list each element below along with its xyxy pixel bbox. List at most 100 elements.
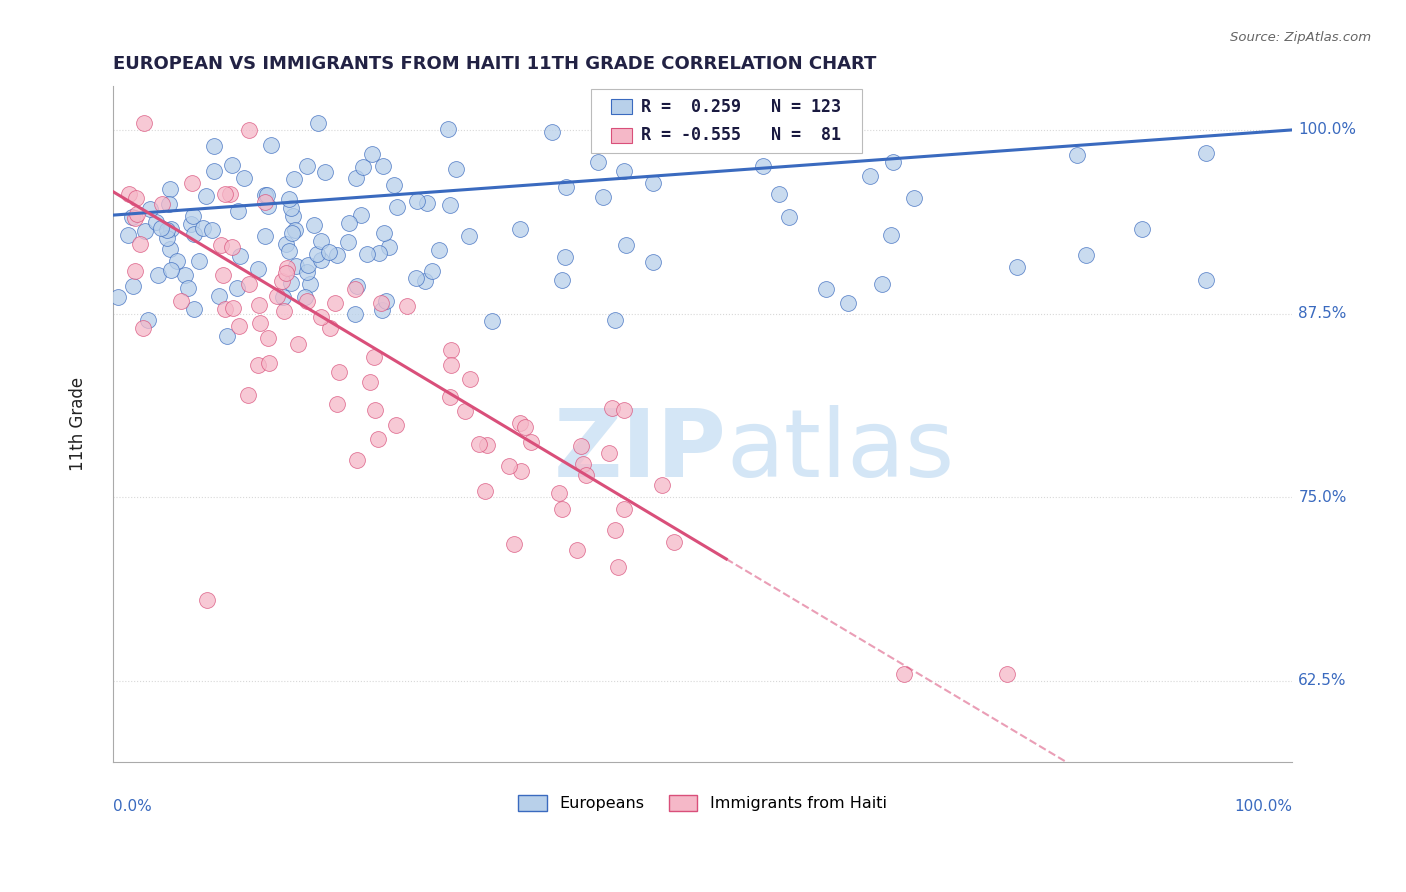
Point [444, 162, 467, 177]
Point [307, 246, 329, 260]
Point [550, 501, 572, 516]
Point [606, 560, 628, 574]
Point [117, 227, 139, 242]
Point [139, 202, 162, 216]
Point [247, 298, 270, 312]
Point [1066, 147, 1088, 161]
Point [415, 196, 437, 211]
Point [586, 155, 609, 169]
Point [367, 245, 389, 260]
Point [384, 417, 406, 432]
Point [551, 273, 574, 287]
Point [149, 221, 172, 235]
Point [170, 293, 193, 308]
Point [281, 226, 304, 240]
Point [554, 179, 576, 194]
Point [159, 262, 181, 277]
Point [349, 208, 371, 222]
Point [751, 159, 773, 173]
Point [174, 268, 197, 283]
Point [246, 261, 269, 276]
Point [124, 264, 146, 278]
Point [436, 122, 458, 136]
Point [613, 402, 636, 417]
Point [569, 439, 592, 453]
Text: R =  0.259   N = 123: R = 0.259 N = 123 [641, 98, 841, 117]
Point [148, 268, 170, 282]
Point [247, 358, 270, 372]
Point [294, 290, 316, 304]
Legend: Europeans, Immigrants from Haiti: Europeans, Immigrants from Haiti [519, 795, 887, 811]
Point [285, 260, 308, 274]
Point [314, 164, 336, 178]
Point [226, 204, 249, 219]
Point [614, 238, 637, 252]
Point [641, 255, 664, 269]
Point [406, 194, 429, 209]
Point [427, 243, 450, 257]
Point [183, 302, 205, 317]
Point [439, 390, 461, 404]
Point [159, 242, 181, 256]
Point [156, 223, 179, 237]
Point [215, 328, 238, 343]
Point [201, 223, 224, 237]
Point [651, 477, 673, 491]
Point [641, 176, 664, 190]
Point [1005, 260, 1028, 275]
Point [600, 401, 623, 415]
Point [440, 343, 463, 358]
Point [453, 404, 475, 418]
Point [519, 434, 541, 449]
Point [295, 293, 318, 308]
Point [337, 235, 360, 249]
Point [373, 226, 395, 240]
Point [343, 282, 366, 296]
Point [134, 224, 156, 238]
Point [346, 453, 368, 467]
FancyBboxPatch shape [610, 128, 631, 144]
Text: 0.0%: 0.0% [112, 799, 152, 814]
Point [304, 218, 326, 232]
Point [183, 227, 205, 242]
Text: 100.0%: 100.0% [1234, 799, 1292, 814]
Text: ZIP: ZIP [554, 405, 727, 497]
Point [413, 274, 436, 288]
Point [157, 196, 180, 211]
Text: 62.5%: 62.5% [1298, 673, 1347, 689]
Point [458, 229, 481, 244]
Text: 87.5%: 87.5% [1298, 306, 1347, 321]
Point [382, 178, 405, 192]
Point [214, 186, 236, 201]
Point [575, 468, 598, 483]
Point [209, 237, 232, 252]
Point [768, 186, 790, 201]
Point [271, 274, 294, 288]
Point [257, 199, 280, 213]
Point [278, 244, 301, 259]
Text: 75.0%: 75.0% [1298, 490, 1347, 505]
Point [257, 356, 280, 370]
Point [156, 231, 179, 245]
Point [202, 139, 225, 153]
Point [188, 254, 211, 268]
Point [132, 320, 155, 334]
Point [664, 535, 686, 549]
Text: atlas: atlas [727, 405, 955, 497]
Point [343, 307, 366, 321]
Point [260, 138, 283, 153]
Point [311, 310, 333, 324]
Point [396, 299, 419, 313]
Point [284, 223, 307, 237]
Point [280, 201, 302, 215]
Point [356, 247, 378, 261]
Point [481, 314, 503, 328]
Point [515, 419, 537, 434]
Point [328, 365, 350, 379]
Point [598, 446, 620, 460]
Point [405, 271, 427, 285]
Point [477, 438, 499, 452]
Point [503, 537, 526, 551]
Point [254, 228, 277, 243]
Point [249, 316, 271, 330]
